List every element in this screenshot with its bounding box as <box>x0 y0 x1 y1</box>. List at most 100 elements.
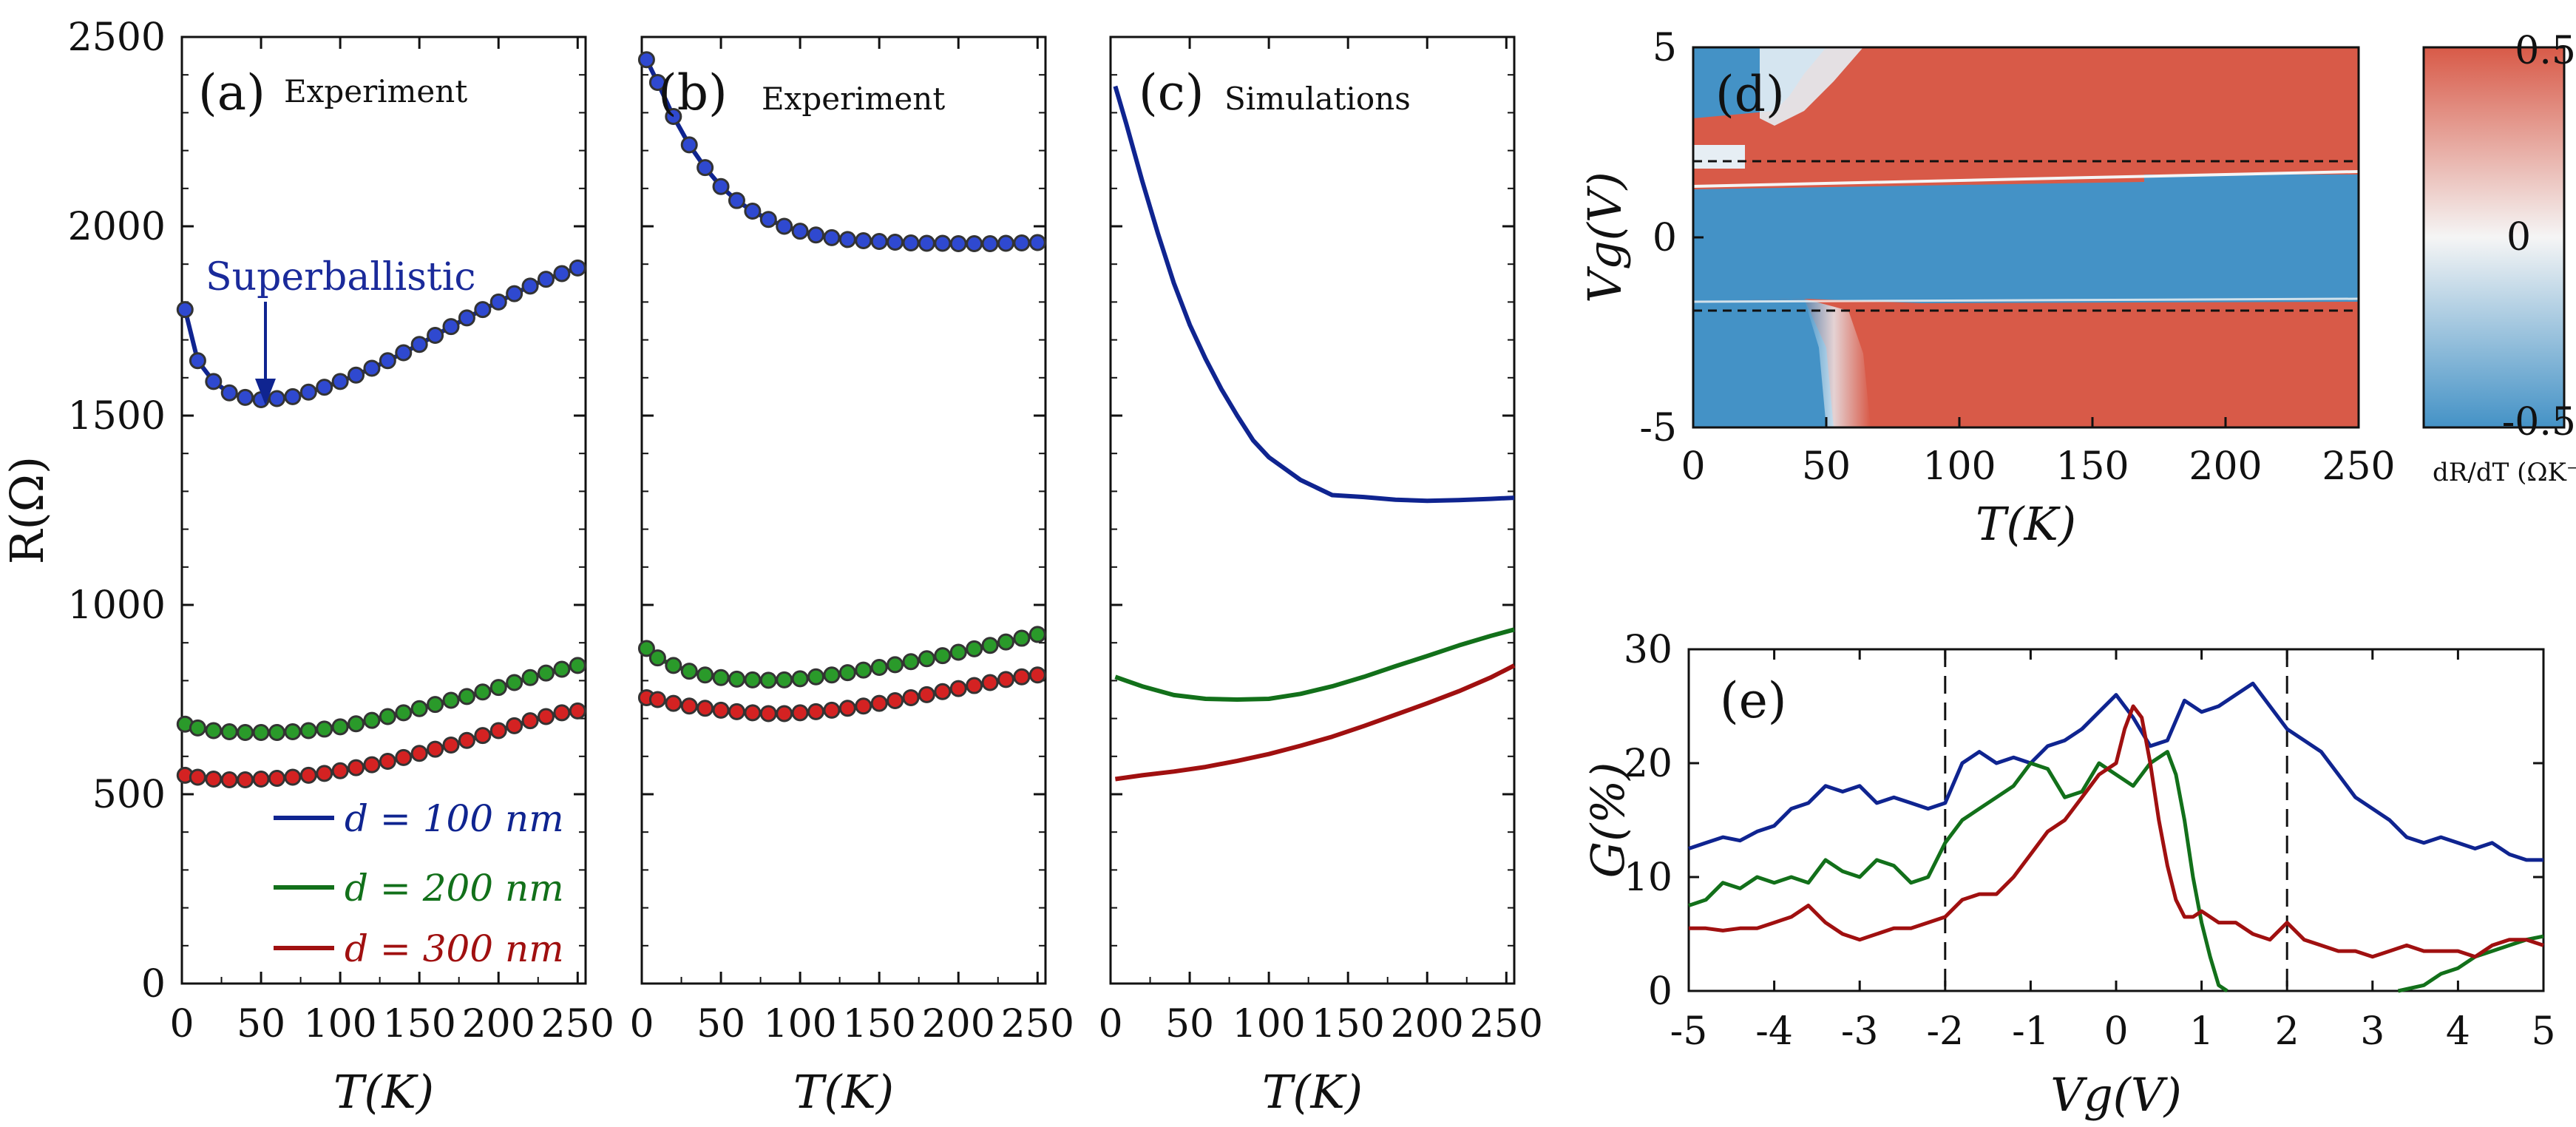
data-point <box>1028 234 1046 251</box>
data-point <box>823 701 841 719</box>
xtick-label: 3 <box>2360 1009 2385 1054</box>
data-point <box>189 768 206 786</box>
data-point <box>966 235 983 253</box>
ytick-label: 2000 <box>68 205 166 249</box>
series-line <box>1113 85 1515 504</box>
data-point <box>237 724 254 742</box>
data-point <box>887 656 904 674</box>
panel-b-title: Experiment <box>762 81 945 117</box>
data-point <box>489 293 507 311</box>
data-point <box>506 717 523 734</box>
xtick-label: 2 <box>2275 1009 2299 1054</box>
data-point <box>728 192 745 209</box>
data-point <box>791 704 809 722</box>
xtick-label: 150 <box>383 1002 456 1046</box>
data-point <box>205 373 223 390</box>
data-point <box>363 756 381 774</box>
data-point <box>506 285 523 302</box>
heatmap-upper-fade <box>1760 47 1863 126</box>
ytick-label: 10 <box>1624 856 1672 900</box>
data-point <box>205 771 223 788</box>
data-point <box>331 718 349 736</box>
ytick-label: -5 <box>1639 406 1677 450</box>
xtick-label: 250 <box>541 1002 614 1046</box>
data-point <box>458 731 475 749</box>
data-point <box>870 694 888 712</box>
data-point <box>934 647 952 665</box>
data-point <box>442 736 460 754</box>
ytick-label: 0 <box>141 962 166 1006</box>
data-point <box>205 722 223 740</box>
data-point <box>442 691 460 709</box>
panel-c-label: (c) <box>1139 64 1204 121</box>
data-point <box>696 700 714 717</box>
data-point <box>331 373 349 390</box>
superballistic-annotation: Superballistic <box>206 255 476 299</box>
xtick-label: 200 <box>1391 1002 1464 1046</box>
xtick-label: 0 <box>2104 1009 2128 1054</box>
data-point <box>744 671 762 688</box>
xtick-label: -5 <box>1670 1009 1708 1054</box>
xtick-label: 4 <box>2446 1009 2470 1054</box>
data-point <box>316 379 333 396</box>
panel-c-frame <box>1109 35 1516 985</box>
panel-c-title: Simulations <box>1224 81 1411 117</box>
data-point <box>410 745 428 762</box>
data-point <box>176 301 194 319</box>
data-point <box>791 223 809 240</box>
xtick-label: 200 <box>462 1002 535 1046</box>
panel-e-series <box>1688 681 2544 993</box>
data-point <box>855 661 872 679</box>
data-point <box>776 217 793 235</box>
data-point <box>474 301 492 319</box>
data-point <box>442 318 460 336</box>
data-point <box>474 727 492 745</box>
data-point <box>268 769 285 787</box>
xtick-label: -4 <box>1755 1009 1793 1054</box>
xtick-label: 150 <box>843 1002 916 1046</box>
ytick-label: 0 <box>1648 969 1672 1014</box>
panel-a-title: Experiment <box>284 73 467 109</box>
panel-d-ylabel: Vg(V) <box>1578 172 1632 303</box>
data-point <box>189 352 206 370</box>
series-line <box>1688 750 2228 993</box>
data-point <box>680 136 698 154</box>
data-point <box>252 724 270 742</box>
data-point <box>427 326 444 344</box>
data-point <box>637 51 655 69</box>
data-point <box>489 722 507 740</box>
data-point <box>348 759 365 776</box>
data-point <box>728 703 745 720</box>
heatmap-lower-boundary <box>1693 297 2359 303</box>
xtick-label: 5 <box>2531 1009 2555 1054</box>
data-point <box>807 668 825 686</box>
data-point <box>220 384 238 402</box>
legend-label-100: d = 100 nm <box>345 797 564 840</box>
xtick-label: 150 <box>1312 1002 1385 1046</box>
xtick-label: -3 <box>1841 1009 1879 1054</box>
data-point <box>553 704 571 722</box>
xtick-label: 100 <box>1922 444 1996 489</box>
data-point <box>791 670 809 688</box>
data-point <box>949 235 967 253</box>
colorbar <box>2422 46 2566 429</box>
panel-d-ticks: 0 50 100 150 200 250-505 <box>1639 26 2395 489</box>
panel-d-xlabel: T(K) <box>1976 497 2076 551</box>
data-point <box>427 696 444 714</box>
data-point <box>838 700 856 717</box>
data-point <box>855 231 872 249</box>
data-point <box>870 232 888 250</box>
xtick-label: -1 <box>2012 1009 2050 1054</box>
data-point <box>284 387 302 405</box>
xtick-label: 0 <box>629 1002 654 1046</box>
data-point <box>521 669 539 686</box>
data-point <box>252 771 270 788</box>
data-point <box>949 680 967 697</box>
data-point <box>299 383 317 401</box>
data-point <box>776 705 793 722</box>
data-point <box>887 692 904 710</box>
xtick-label: 50 <box>237 1002 285 1046</box>
data-point <box>458 688 475 705</box>
